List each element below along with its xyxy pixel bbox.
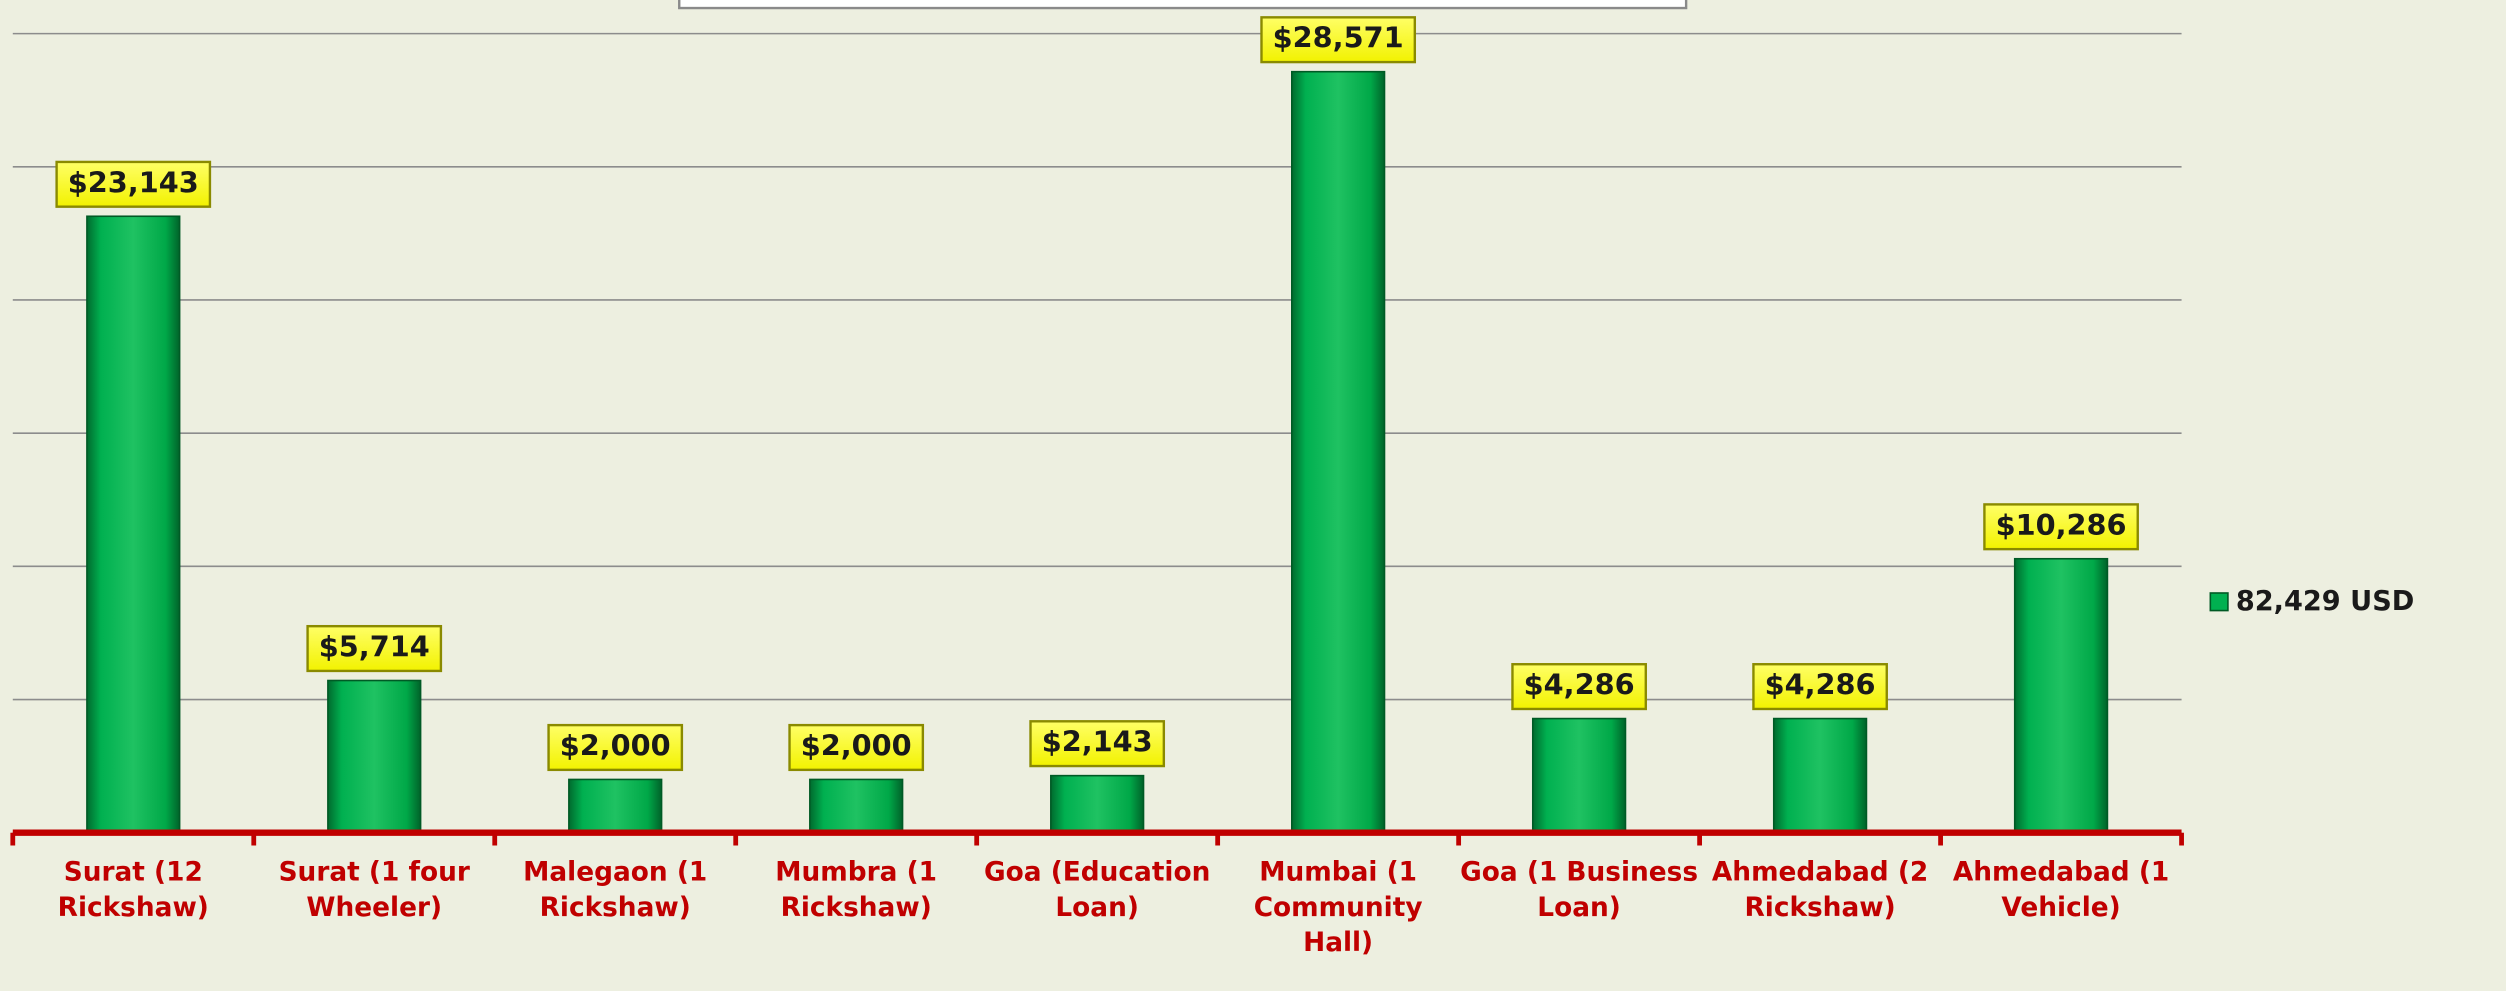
data-label-box [547,723,684,772]
data-label-box [1029,720,1166,768]
data-label-box [1752,663,1888,711]
x-tick-label: Goa (Education Loan) [983,856,1211,923]
x-tick-label-box: Surat (1 four Wheeler) [278,856,470,923]
x-tick-label: Goa (1 Business Loan) [1460,856,1699,923]
data-label: $4,286 [1765,668,1876,702]
x-tick-label: Malegaon (1 Rickshaw) [523,856,708,923]
x-tick-label-box: Mumbra (1 Rickshaw) [775,856,938,923]
data-label: $4,286 [1524,668,1635,702]
bar [86,215,181,834]
bar [1291,70,1386,834]
data-label: $5,714 [319,630,430,664]
data-label: $2,000 [560,728,671,762]
bar [1772,717,1868,834]
bar [809,778,904,834]
x-tick-label-box: Goa (Education Loan) [983,856,1211,923]
x-tick-label-box: Malegaon (1 Rickshaw) [523,856,708,923]
x-tick-label-box: Ahmedabad (1 Vehicle) [1952,856,2170,923]
data-label-box [1511,663,1647,711]
bar [1050,774,1145,834]
bar [2013,557,2109,834]
data-label: $28,571 [1273,21,1404,55]
data-label: $2,000 [801,728,912,762]
data-label-box [55,160,212,208]
data-label-box [1260,16,1417,64]
x-tick-label-box: Goa (1 Business Loan) [1460,856,1699,923]
x-tick-label: Mumbai (1 Community Hall) [1253,856,1423,958]
data-label: $2,143 [1042,725,1153,759]
title-box [678,0,1688,10]
data-label: $23,143 [68,165,199,199]
x-tick-label: Surat (1 four Wheeler) [278,856,470,923]
data-label-box [1983,503,2139,551]
x-tick-label: Ahmedabad (2 Rickshaw) [1711,856,1929,923]
bar [1531,717,1627,834]
x-tick-label-box: Mumbai (1 Community Hall) [1253,856,1423,958]
legend-label: 82,429 USD [2236,586,2414,617]
legend-swatch [2209,592,2229,612]
bar [327,679,422,834]
data-label-box [306,624,443,673]
x-tick-label: Mumbra (1 Rickshaw) [775,856,938,923]
data-label: $10,286 [1996,508,2127,542]
bar [568,778,663,834]
x-tick-label: Surat (12 Rickshaw) [57,856,209,923]
data-label-box [788,723,925,772]
x-tick-label: Ahmedabad (1 Vehicle) [1952,856,2170,923]
x-tick-label-box: Surat (12 Rickshaw) [57,856,209,923]
x-tick-label-box: Ahmedabad (2 Rickshaw) [1711,856,1929,923]
